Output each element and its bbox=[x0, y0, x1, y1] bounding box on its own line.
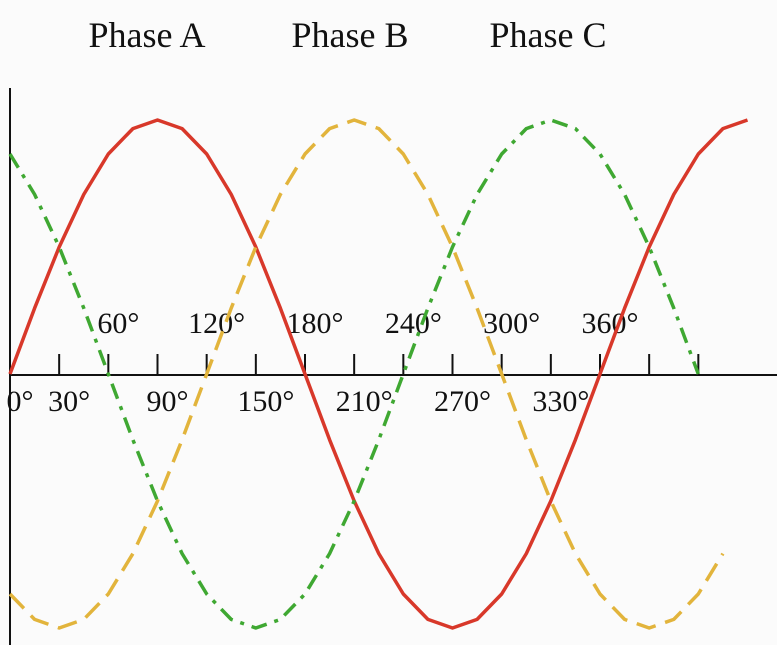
x-tick-label: 180° bbox=[287, 307, 344, 340]
x-tick-label: 300° bbox=[483, 307, 540, 340]
phase-curve bbox=[8, 118, 749, 630]
x-tick-label: 150° bbox=[237, 385, 294, 418]
x-tick-label: 0° bbox=[7, 385, 34, 418]
x-tick-label: 60° bbox=[97, 307, 139, 340]
x-tick-label: 210° bbox=[336, 385, 393, 418]
phase-curve bbox=[8, 118, 700, 630]
x-tick-label: 240° bbox=[385, 307, 442, 340]
series-label: Phase C bbox=[489, 15, 607, 55]
x-tick-label: 120° bbox=[188, 307, 245, 340]
series-label: Phase A bbox=[88, 15, 206, 55]
x-tick-label: 360° bbox=[582, 307, 639, 340]
x-tick-label: 270° bbox=[434, 385, 491, 418]
series-label: Phase B bbox=[291, 15, 409, 55]
x-tick-label: 90° bbox=[147, 385, 189, 418]
x-tick-label: 30° bbox=[48, 385, 90, 418]
x-tick-label: 330° bbox=[532, 385, 589, 418]
phase-curve bbox=[8, 118, 725, 630]
